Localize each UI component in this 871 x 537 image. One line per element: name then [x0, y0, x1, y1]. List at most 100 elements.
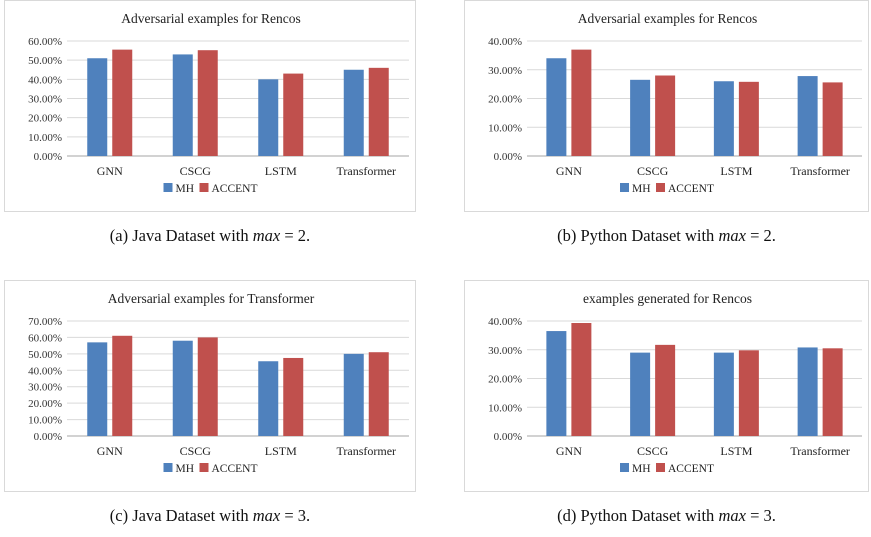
bar-mh [87, 342, 108, 436]
bar-accent [283, 357, 304, 436]
x-tick-label: GNN [556, 164, 582, 178]
caption-variable: max [718, 506, 746, 525]
caption-prefix: (d) Python Dataset with [557, 506, 719, 525]
bar-mh [713, 352, 734, 436]
y-tick-label: 20.00% [488, 94, 522, 106]
caption-variable: max [252, 506, 281, 525]
caption-suffix: = 3. [280, 506, 311, 525]
bar-mh [797, 76, 818, 156]
y-tick-label: 40.00% [488, 316, 522, 328]
y-tick-label: 0.00% [494, 151, 522, 163]
y-tick-label: 10.00% [28, 415, 62, 427]
bar-mh [546, 331, 567, 436]
x-tick-label: CSCG [180, 444, 212, 458]
y-tick-label: 0.00% [34, 431, 62, 443]
bar-accent [112, 49, 133, 156]
bar-chart: Adversarial examples for Rencos 0.00% 10.0… [488, 11, 862, 195]
y-tick-label: 20.00% [28, 398, 62, 410]
x-tick-label: Transformer [336, 444, 396, 458]
y-tick-label: 60.00% [28, 332, 62, 344]
x-tick-label: GNN [97, 444, 123, 458]
caption-prefix: (b) Python Dataset with [557, 226, 719, 245]
bar-mh [343, 353, 364, 436]
chart-frame: Adversarial examples for Rencos 0.00% 10.0… [464, 0, 869, 212]
bar-accent [738, 81, 759, 156]
y-tick-label: 40.00% [488, 36, 522, 48]
bar-accent [571, 49, 592, 156]
caption-suffix: = 2. [745, 226, 776, 245]
x-tick-label: LSTM [265, 444, 297, 458]
chart-title: Adversarial examples for Rencos [578, 11, 758, 26]
y-tick-label: 30.00% [488, 345, 522, 357]
caption-variable: max [252, 226, 281, 245]
bar-accent [655, 75, 676, 156]
x-tick-label: LSTM [720, 164, 752, 178]
figure-caption: (c) Java Dataset with max = 3. [4, 506, 416, 526]
y-tick-label: 70.00% [28, 316, 62, 328]
legend-label-accent: ACCENT [212, 183, 258, 195]
bar-accent [822, 348, 843, 436]
chart-title: Adversarial examples for Rencos [121, 11, 301, 26]
x-tick-label: LSTM [720, 444, 752, 458]
y-tick-label: 10.00% [488, 122, 522, 134]
bar-mh [172, 54, 193, 156]
legend-swatch-mh [163, 183, 173, 192]
y-tick-label: 50.00% [28, 55, 62, 67]
bar-mh [630, 79, 651, 156]
legend-label-mh: MH [632, 183, 651, 195]
figure-caption: (b) Python Dataset with max = 2. [464, 226, 869, 246]
x-tick-label: Transformer [790, 444, 850, 458]
bar-accent [197, 337, 218, 436]
x-tick-label: GNN [556, 444, 582, 458]
y-tick-label: 20.00% [488, 374, 522, 386]
legend-label-mh: MH [632, 463, 651, 475]
bar-mh [258, 79, 279, 156]
bar-accent [571, 323, 592, 436]
panel-a: Adversarial examples for Rencos 0.00% 10.0… [4, 0, 416, 270]
y-tick-label: 0.00% [494, 431, 522, 443]
chart-title: Adversarial examples for Transformer [108, 291, 315, 306]
y-tick-label: 10.00% [488, 402, 522, 414]
legend-swatch-accent [199, 183, 209, 192]
bar-mh [87, 58, 108, 156]
caption-prefix: (c) Java Dataset with [109, 506, 253, 525]
x-tick-label: Transformer [336, 164, 396, 178]
bar-accent [368, 352, 389, 436]
bar-mh [630, 352, 651, 436]
x-tick-label: GNN [97, 164, 123, 178]
caption-prefix: (a) Java Dataset with [109, 226, 253, 245]
legend-label-accent: ACCENT [668, 183, 714, 195]
legend-swatch-accent [199, 463, 209, 472]
bar-mh [546, 58, 567, 156]
bar-accent [738, 350, 759, 436]
bar-chart: examples generated for Rencos 0.00% 10.00%… [488, 291, 862, 475]
y-tick-label: 30.00% [28, 382, 62, 394]
x-tick-label: Transformer [790, 164, 850, 178]
figure-caption: (a) Java Dataset with max = 2. [4, 226, 416, 246]
bar-accent [112, 335, 133, 436]
panel-b: Adversarial examples for Rencos 0.00% 10.0… [464, 0, 869, 270]
y-tick-label: 0.00% [34, 151, 62, 163]
caption-suffix: = 3. [745, 506, 776, 525]
chart-title: examples generated for Rencos [583, 291, 752, 306]
chart-frame: Adversarial examples for Transformer 0.00… [4, 280, 416, 492]
chart-frame: examples generated for Rencos 0.00% 10.00%… [464, 280, 869, 492]
bar-chart: Adversarial examples for Transformer 0.00… [28, 291, 409, 475]
y-tick-label: 30.00% [28, 94, 62, 106]
legend-swatch-accent [656, 463, 665, 472]
legend-label-mh: MH [176, 463, 195, 475]
legend-swatch-accent [656, 183, 665, 192]
legend-swatch-mh [620, 463, 629, 472]
x-tick-label: CSCG [637, 444, 669, 458]
y-tick-label: 40.00% [28, 365, 62, 377]
bar-accent [655, 344, 676, 436]
x-tick-label: CSCG [637, 164, 669, 178]
bar-mh [797, 347, 818, 436]
legend-label-mh: MH [176, 183, 195, 195]
y-tick-label: 50.00% [28, 349, 62, 361]
legend-label-accent: ACCENT [212, 463, 258, 475]
legend-label-accent: ACCENT [668, 463, 714, 475]
legend-swatch-mh [163, 463, 173, 472]
panel-d: examples generated for Rencos 0.00% 10.00%… [464, 280, 869, 537]
chart-frame: Adversarial examples for Rencos 0.00% 10.0… [4, 0, 416, 212]
